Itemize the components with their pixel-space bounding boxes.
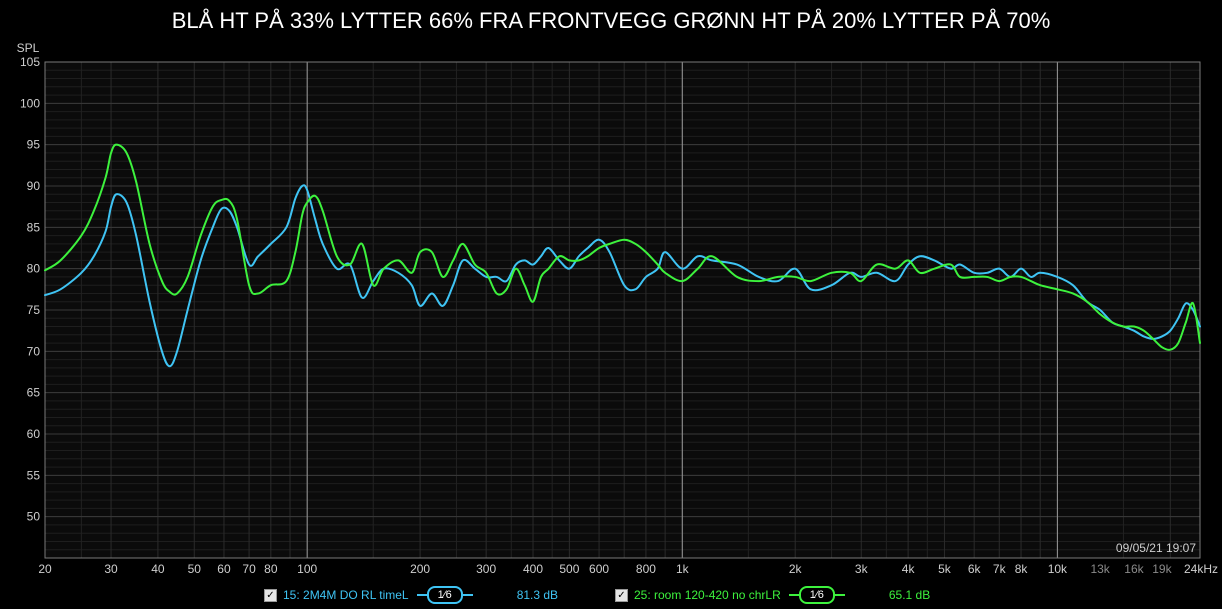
plot-frame: [44, 61, 1201, 559]
series-2-checkbox[interactable]: ✓: [615, 588, 628, 602]
x-tick-label: 4k: [902, 562, 916, 576]
x-tick-label: 13k: [1090, 562, 1110, 576]
x-tick-label: 50: [188, 562, 202, 576]
x-tick-label: 24kHz: [1184, 562, 1218, 576]
y-tick-label: 65: [27, 386, 41, 400]
series-1-label: 15: 2M4M DO RL timeL: [283, 588, 409, 602]
y-tick-label: 85: [27, 220, 41, 234]
series-1-level: 81.3 dB: [516, 588, 559, 602]
grid-layer: [44, 61, 1201, 559]
series-line-1: [44, 184, 1201, 368]
series-2-smoothing: 1⁄6: [798, 586, 835, 604]
x-tick-label: 1k: [676, 562, 690, 576]
x-tick-label: 10k: [1048, 562, 1068, 576]
x-tick-label: 800: [636, 562, 656, 576]
series-2-smoothing-control[interactable]: 1⁄6: [788, 586, 845, 604]
y-tick-label: 90: [27, 179, 41, 193]
x-tick-label: 500: [559, 562, 579, 576]
axes-layer: 50 55 60 65 70 75 80 85 90 95 100 105 20 30 40 50 60 70 80…: [20, 55, 1218, 576]
x-tick-label: 600: [589, 562, 609, 576]
legend-item-series-2[interactable]: ✓ 25: room 120-420 no chrLR 1⁄6 65.1 dB: [615, 585, 930, 605]
timestamp-label: 09/05/21 19:07: [1116, 541, 1196, 555]
x-tick-label: 400: [523, 562, 543, 576]
legend: ✓ 15: 2M4M DO RL timeL 1⁄6 81.3 dB ✓ 25:…: [0, 585, 1222, 605]
x-tick-label: 6k: [968, 562, 982, 576]
y-tick-label: 80: [27, 262, 41, 276]
frequency-response-chart: 50 55 60 65 70 75 80 85 90 95 100 105 20 30 40 50 60 70 80…: [17, 41, 1218, 576]
y-tick-label: 70: [27, 344, 41, 358]
y-tick-label: 55: [27, 468, 41, 482]
y-axis-label: SPL: [17, 41, 40, 55]
x-tick-label: 19k: [1152, 562, 1172, 576]
x-tick-label: 100: [297, 562, 317, 576]
x-tick-label: 300: [476, 562, 496, 576]
y-tick-label: 60: [27, 427, 41, 441]
y-tick-label: 95: [27, 138, 41, 152]
x-tick-label: 8k: [1015, 562, 1029, 576]
x-tick-label: 3k: [855, 562, 869, 576]
series-2-line-swatch-right: [834, 594, 845, 596]
x-tick-label: 60: [217, 562, 231, 576]
x-tick-label: 20: [38, 562, 52, 576]
legend-item-series-1[interactable]: ✓ 15: 2M4M DO RL timeL 1⁄6 81.3 dB: [264, 585, 558, 605]
series-1-line-swatch: [416, 594, 427, 596]
series-2-line-swatch: [788, 594, 799, 596]
y-tick-label: 105: [20, 55, 40, 69]
y-tick-label: 75: [27, 303, 41, 317]
series-1-line-swatch-right: [462, 594, 473, 596]
x-tick-label: 5k: [938, 562, 952, 576]
series-layer: [44, 143, 1201, 368]
x-tick-label: 7k: [993, 562, 1007, 576]
x-tick-label: 70: [242, 562, 256, 576]
series-1-smoothing-control[interactable]: 1⁄6: [416, 586, 473, 604]
series-2-label: 25: room 120-420 no chrLR: [634, 588, 781, 602]
x-tick-label: 40: [151, 562, 165, 576]
series-line-2: [44, 143, 1201, 351]
y-tick-label: 100: [20, 96, 40, 110]
series-1-smoothing: 1⁄6: [426, 586, 463, 604]
x-tick-label: 200: [410, 562, 430, 576]
series-2-level: 65.1 dB: [888, 588, 931, 602]
chart-title: BLÅ HT PÅ 33% LYTTER 66% FRA FRONTVEGG G…: [171, 8, 1051, 33]
x-tick-label: 80: [264, 562, 278, 576]
x-tick-label: 2k: [789, 562, 803, 576]
x-tick-label: 16k: [1124, 562, 1144, 576]
series-1-checkbox[interactable]: ✓: [264, 588, 277, 602]
x-tick-label: 30: [104, 562, 118, 576]
y-tick-label: 50: [27, 510, 41, 524]
